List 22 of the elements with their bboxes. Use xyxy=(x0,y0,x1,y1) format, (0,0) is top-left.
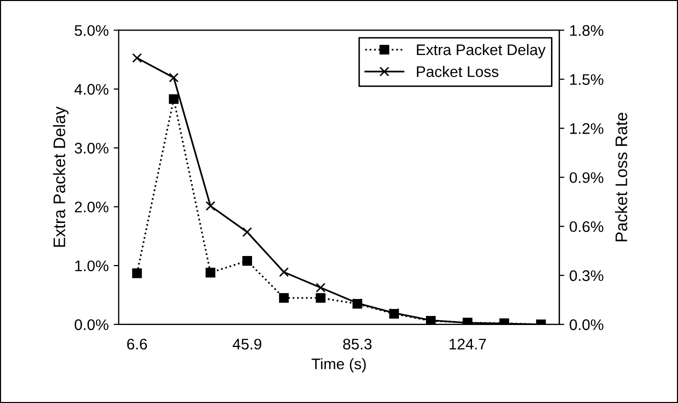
x-tick-label: 85.3 xyxy=(343,338,372,350)
y2-tick-label: 1.8% xyxy=(570,25,604,36)
y2-tick-label: 0.3% xyxy=(570,270,604,282)
x-tick-label: 6.6 xyxy=(127,338,147,350)
y2-tick-label: 0.0% xyxy=(570,319,604,330)
y2-tick-label: 1.2% xyxy=(570,123,604,134)
y2-tick-label: 1.5% xyxy=(570,74,604,85)
x-tick-label: 45.9 xyxy=(232,338,262,350)
y-tick-label: 5.0% xyxy=(74,25,108,36)
y2-tick-label: 0.6% xyxy=(570,221,604,232)
y-tick-label: 4.0% xyxy=(74,84,108,95)
y2-tick-label: 0.9% xyxy=(570,172,604,184)
x-tick-label: 124.7 xyxy=(450,338,486,350)
y-tick-label: 2.0% xyxy=(74,202,108,212)
y-tick-label: 0.0% xyxy=(74,319,108,330)
y-tick-label: 1.0% xyxy=(75,260,108,272)
x-axis-title: Time (s) xyxy=(312,358,366,372)
y2-axis-title: Packet Loss Rate xyxy=(615,112,628,242)
legend-label: Packet Loss xyxy=(416,66,498,78)
legend-label: Extra Packet Delay xyxy=(416,44,546,58)
y-axis-title: Extra Packet Delay xyxy=(53,106,69,247)
y-tick-label: 3.0% xyxy=(74,142,108,154)
